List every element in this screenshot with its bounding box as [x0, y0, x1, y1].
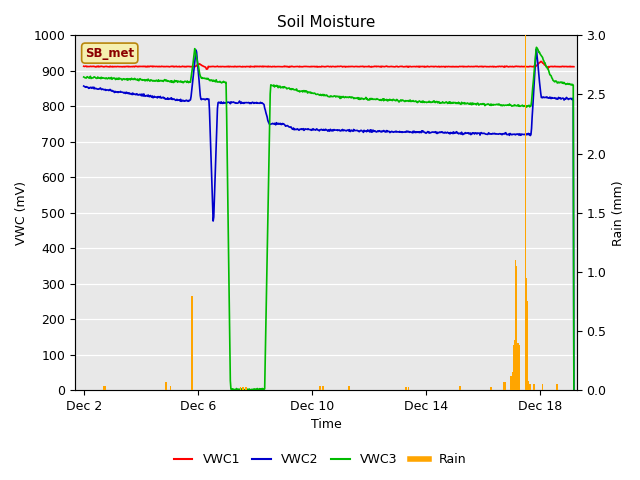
Bar [490, 386, 492, 390]
Bar [319, 386, 321, 390]
Y-axis label: Rain (mm): Rain (mm) [612, 180, 625, 246]
Bar [533, 384, 535, 390]
Bar [191, 296, 193, 390]
Bar [166, 383, 167, 390]
Bar [510, 376, 512, 390]
Bar [541, 384, 543, 390]
Bar [103, 386, 104, 390]
Bar [503, 382, 505, 390]
Bar [516, 364, 518, 390]
Legend: VWC1, VWC2, VWC3, Rain: VWC1, VWC2, VWC3, Rain [169, 448, 471, 471]
Bar [556, 384, 557, 390]
Bar [504, 382, 506, 390]
Bar [514, 340, 515, 390]
X-axis label: Time: Time [310, 419, 341, 432]
Bar [239, 386, 241, 390]
Bar [245, 386, 247, 390]
Bar [518, 345, 520, 390]
Bar [526, 301, 528, 390]
Bar [515, 266, 517, 390]
Y-axis label: VWC (mV): VWC (mV) [15, 181, 28, 245]
Bar [529, 384, 531, 390]
Bar [525, 36, 526, 390]
Bar [459, 386, 461, 390]
Text: SB_met: SB_met [85, 47, 134, 60]
Bar [512, 372, 513, 390]
Bar [515, 260, 516, 390]
Bar [322, 386, 324, 390]
Title: Soil Moisture: Soil Moisture [276, 15, 375, 30]
Bar [516, 372, 518, 390]
Bar [243, 386, 244, 390]
Bar [170, 386, 172, 390]
Bar [104, 386, 106, 390]
Bar [527, 381, 529, 390]
Bar [408, 386, 410, 390]
Bar [525, 278, 527, 390]
Bar [405, 386, 406, 390]
Bar [348, 386, 349, 390]
Bar [518, 343, 519, 390]
Bar [513, 345, 515, 390]
